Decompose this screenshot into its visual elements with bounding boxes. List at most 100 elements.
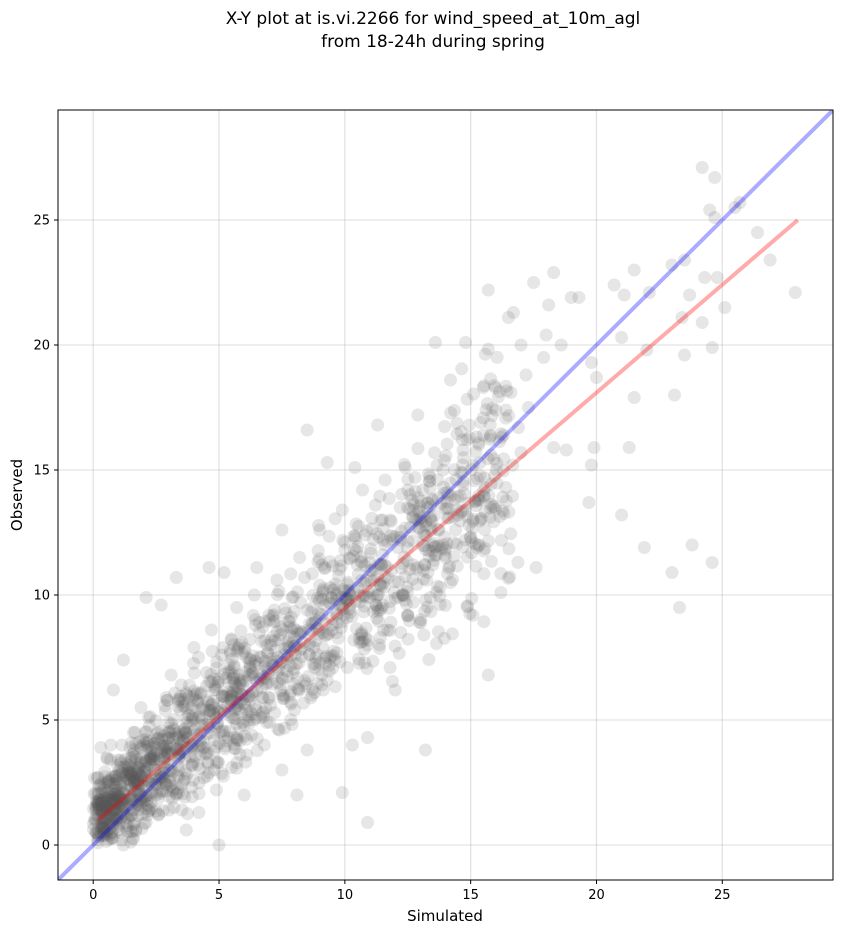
data-point: [161, 747, 175, 761]
data-point: [106, 818, 120, 832]
data-point: [231, 733, 244, 747]
y-tick-label: 0: [42, 839, 50, 854]
data-point: [395, 588, 409, 602]
data-point: [288, 703, 301, 717]
data-point: [392, 575, 406, 589]
data-point: [182, 689, 196, 703]
data-point: [410, 578, 424, 591]
data-point: [272, 633, 286, 647]
data-point: [108, 811, 121, 825]
data-point: [105, 831, 119, 845]
data-point: [450, 427, 464, 441]
data-point: [673, 601, 686, 614]
data-point: [444, 373, 457, 387]
data-point: [217, 566, 231, 579]
data-point: [86, 817, 100, 831]
data-point: [431, 539, 445, 553]
data-point: [88, 814, 102, 828]
data-point: [89, 795, 103, 808]
data-point: [310, 648, 324, 662]
data-point: [257, 738, 271, 752]
data-point: [228, 712, 242, 726]
data-point: [341, 583, 355, 597]
data-point: [125, 803, 139, 817]
data-point: [371, 588, 385, 602]
data-point: [120, 810, 134, 824]
data-point: [248, 618, 262, 632]
data-point: [450, 537, 464, 551]
data-point: [703, 203, 717, 217]
data-point: [278, 648, 291, 662]
data-point: [193, 687, 207, 701]
data-point: [144, 751, 158, 764]
data-point: [179, 688, 193, 701]
data-point: [157, 766, 171, 780]
data-point: [125, 831, 139, 845]
data-point: [91, 836, 105, 850]
data-point: [489, 403, 503, 417]
data-point: [419, 543, 433, 557]
data-point: [116, 806, 130, 820]
data-point: [376, 522, 390, 536]
data-point: [100, 808, 113, 821]
data-point: [339, 592, 353, 606]
data-point: [158, 751, 171, 765]
data-point: [117, 808, 131, 822]
data-point: [94, 821, 108, 835]
data-point: [403, 488, 417, 502]
data-point: [106, 831, 120, 844]
data-point: [302, 669, 315, 683]
data-point: [189, 688, 203, 702]
data-point: [127, 776, 141, 790]
data-point: [101, 803, 114, 817]
data-point: [219, 671, 233, 685]
data-point: [207, 744, 221, 758]
data-point: [444, 489, 458, 502]
data-point: [149, 804, 163, 818]
data-point: [333, 655, 347, 669]
data-point: [203, 704, 217, 718]
data-point: [240, 703, 254, 717]
data-point: [382, 492, 396, 505]
data-point: [318, 561, 332, 574]
data-point: [90, 771, 104, 785]
data-point: [298, 571, 312, 584]
data-point: [151, 726, 165, 739]
data-point: [121, 825, 135, 839]
data-point: [370, 611, 384, 625]
data-point: [100, 818, 114, 832]
data-point: [398, 593, 412, 607]
data-point: [341, 592, 355, 606]
data-point: [311, 555, 325, 569]
data-point: [320, 456, 334, 469]
data-point: [114, 811, 128, 824]
x-tick-label: 20: [588, 888, 605, 903]
data-point: [97, 782, 111, 796]
data-point: [355, 628, 369, 642]
data-point: [292, 627, 305, 640]
data-point: [255, 690, 269, 704]
data-point: [496, 428, 510, 442]
data-point: [318, 628, 332, 642]
data-point: [166, 765, 180, 779]
data-point: [312, 519, 326, 532]
data-point: [235, 678, 249, 692]
data-point: [105, 796, 119, 810]
data-point: [313, 611, 327, 624]
data-point: [328, 653, 342, 667]
data-point: [242, 656, 256, 670]
data-point: [277, 691, 291, 705]
data-point: [421, 496, 435, 510]
data-point: [119, 807, 133, 821]
data-point: [129, 823, 143, 837]
data-point: [481, 534, 495, 548]
data-point: [101, 792, 114, 806]
data-point: [169, 743, 183, 757]
plot-frame: [57, 109, 834, 881]
data-point: [133, 740, 147, 754]
data-point: [275, 763, 289, 777]
data-point: [252, 626, 266, 639]
data-point: [325, 591, 339, 605]
data-point: [299, 677, 313, 691]
data-point: [317, 582, 331, 595]
